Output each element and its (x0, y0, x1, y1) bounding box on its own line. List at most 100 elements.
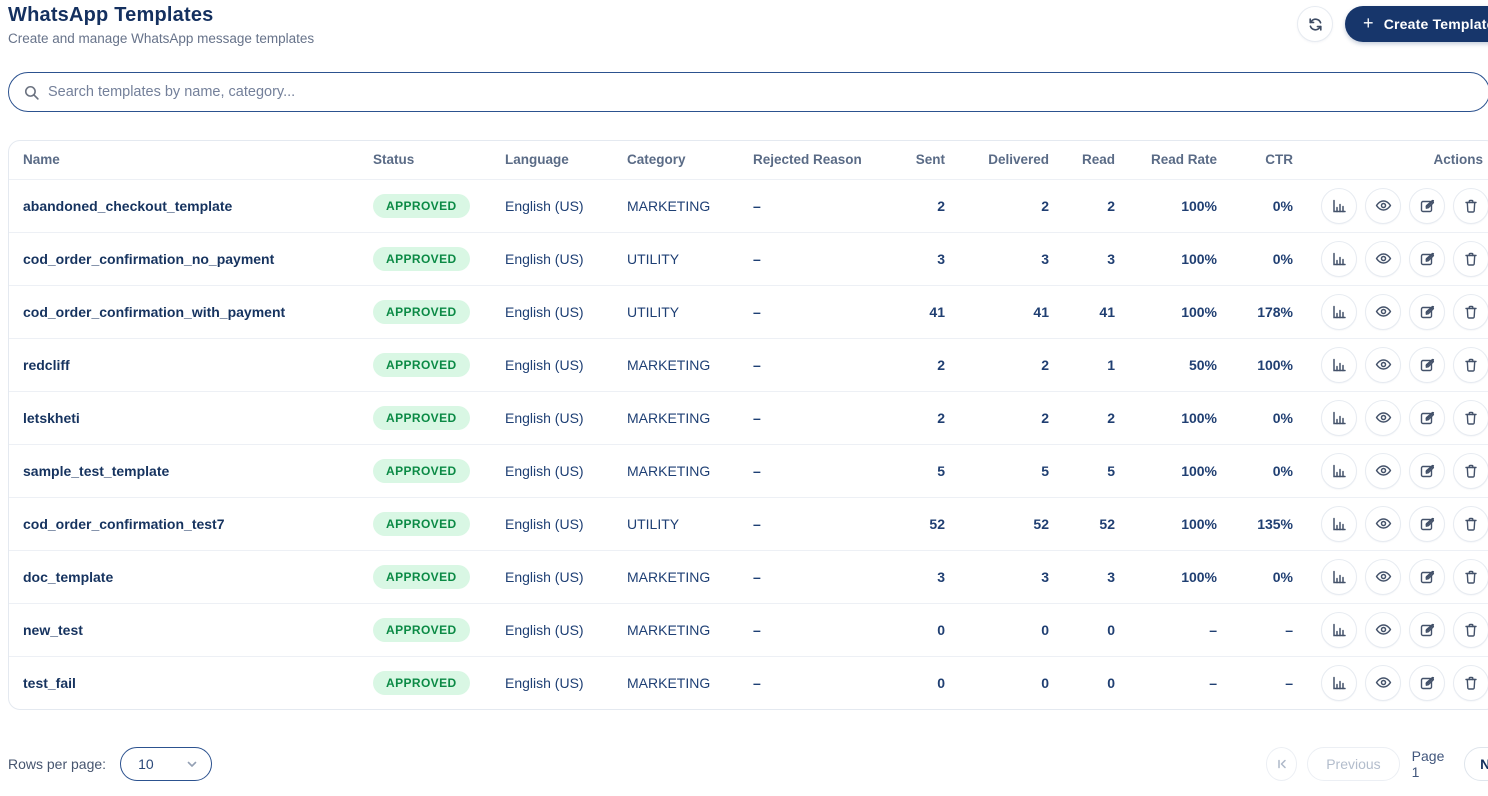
language-cell: English (US) (497, 231, 619, 285)
delete-button[interactable] (1453, 664, 1488, 701)
trash-icon (1463, 251, 1479, 267)
edit-button[interactable] (1409, 240, 1445, 277)
preview-button[interactable] (1365, 293, 1401, 330)
edit-button[interactable] (1409, 187, 1445, 224)
page-title: WhatsApp Templates (8, 4, 214, 26)
preview-button[interactable] (1365, 664, 1401, 701)
delete-button[interactable] (1453, 558, 1488, 595)
edit-icon (1419, 304, 1435, 320)
status-cell: APPROVED (365, 655, 497, 709)
delete-button[interactable] (1453, 399, 1488, 436)
previous-page-button[interactable]: Previous (1307, 747, 1400, 781)
read-cell: 3 (1057, 549, 1123, 603)
analytics-button[interactable] (1321, 240, 1357, 277)
refresh-button[interactable] (1297, 6, 1333, 42)
delete-button[interactable] (1453, 240, 1488, 277)
delete-button[interactable] (1453, 293, 1488, 330)
eye-icon (1375, 462, 1392, 479)
search-icon (23, 84, 40, 101)
col-header-sent: Sent (915, 152, 945, 168)
delete-button[interactable] (1453, 452, 1488, 489)
analytics-button[interactable] (1321, 346, 1357, 383)
edit-button[interactable] (1409, 664, 1445, 701)
col-header-status: Status (373, 152, 415, 168)
col-header-actions: Actions (1433, 152, 1483, 168)
rejected-reason-cell: – (745, 549, 857, 603)
read-cell: 0 (1057, 602, 1123, 656)
analytics-button[interactable] (1321, 399, 1357, 436)
language-cell: English (US) (497, 655, 619, 709)
sent-cell: 2 (857, 390, 953, 444)
read-rate-cell: – (1123, 655, 1225, 709)
edit-button[interactable] (1409, 452, 1445, 489)
ctr-cell: 135% (1225, 496, 1301, 550)
actions-cell (1301, 178, 1488, 232)
read-cell: 2 (1057, 178, 1123, 232)
delete-button[interactable] (1453, 187, 1488, 224)
table-row: abandoned_checkout_template APPROVED Eng… (9, 178, 1488, 232)
preview-button[interactable] (1365, 187, 1401, 224)
preview-button[interactable] (1365, 452, 1401, 489)
search-input[interactable] (48, 84, 1477, 100)
language-cell: English (US) (497, 178, 619, 232)
language-cell: English (US) (497, 549, 619, 603)
analytics-button[interactable] (1321, 558, 1357, 595)
delete-button[interactable] (1453, 611, 1488, 648)
trash-icon (1463, 622, 1479, 638)
preview-button[interactable] (1365, 399, 1401, 436)
status-badge: APPROVED (373, 405, 470, 430)
first-page-button[interactable] (1266, 747, 1298, 781)
edit-button[interactable] (1409, 293, 1445, 330)
read-rate-cell: 50% (1123, 337, 1225, 391)
analytics-button[interactable] (1321, 611, 1357, 648)
create-template-button[interactable]: + Create Template (1345, 6, 1488, 42)
eye-icon (1375, 303, 1392, 320)
eye-icon (1375, 515, 1392, 532)
language-cell: English (US) (497, 337, 619, 391)
template-name: redcliff (9, 337, 365, 391)
search-bar (8, 72, 1488, 112)
edit-button[interactable] (1409, 346, 1445, 383)
edit-icon (1419, 675, 1435, 691)
analytics-button[interactable] (1321, 664, 1357, 701)
read-cell: 1 (1057, 337, 1123, 391)
preview-button[interactable] (1365, 611, 1401, 648)
read-cell: 52 (1057, 496, 1123, 550)
edit-button[interactable] (1409, 505, 1445, 542)
edit-button[interactable] (1409, 611, 1445, 648)
preview-button[interactable] (1365, 558, 1401, 595)
status-cell: APPROVED (365, 443, 497, 497)
skip-first-icon (1275, 757, 1289, 771)
eye-icon (1375, 409, 1392, 426)
analytics-button[interactable] (1321, 452, 1357, 489)
status-cell: APPROVED (365, 602, 497, 656)
rows-per-page-select[interactable]: 10 (120, 747, 213, 781)
sent-cell: 0 (857, 602, 953, 656)
next-page-button[interactable]: Next (1464, 747, 1488, 781)
table-row: test_fail APPROVED English (US) MARKETIN… (9, 655, 1488, 709)
edit-button[interactable] (1409, 558, 1445, 595)
delete-button[interactable] (1453, 505, 1488, 542)
preview-button[interactable] (1365, 240, 1401, 277)
analytics-button[interactable] (1321, 505, 1357, 542)
read-cell: 2 (1057, 390, 1123, 444)
bar-chart-icon (1331, 251, 1347, 267)
category-cell: UTILITY (619, 284, 745, 338)
ctr-cell: – (1225, 602, 1301, 656)
category-cell: MARKETING (619, 549, 745, 603)
eye-icon (1375, 250, 1392, 267)
edit-button[interactable] (1409, 399, 1445, 436)
status-badge: APPROVED (373, 564, 470, 589)
status-cell: APPROVED (365, 178, 497, 232)
analytics-button[interactable] (1321, 187, 1357, 224)
rejected-reason-cell: – (745, 178, 857, 232)
delete-button[interactable] (1453, 346, 1488, 383)
trash-icon (1463, 357, 1479, 373)
preview-button[interactable] (1365, 505, 1401, 542)
status-badge: APPROVED (373, 458, 470, 483)
status-cell: APPROVED (365, 549, 497, 603)
analytics-button[interactable] (1321, 293, 1357, 330)
category-cell: UTILITY (619, 231, 745, 285)
delivered-cell: 5 (953, 443, 1057, 497)
preview-button[interactable] (1365, 346, 1401, 383)
